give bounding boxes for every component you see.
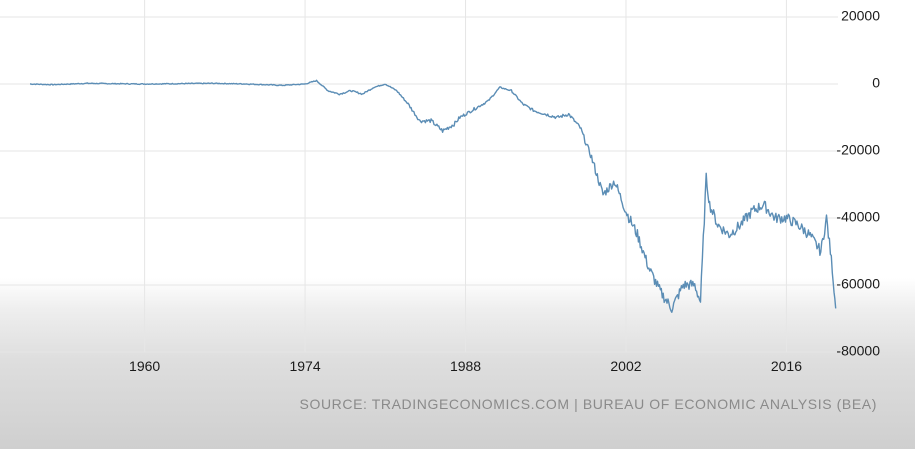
source-attribution: SOURCE: TRADINGECONOMICS.COM | BUREAU OF… xyxy=(299,396,877,412)
y-tick-label: 20000 xyxy=(841,8,880,24)
y-tick-label: -40000 xyxy=(836,209,880,225)
x-tick-label: 1974 xyxy=(289,358,320,374)
x-tick-label: 2002 xyxy=(610,358,641,374)
series-line xyxy=(30,79,837,313)
x-tick-label: 1988 xyxy=(450,358,481,374)
series-layer xyxy=(30,79,837,313)
y-tick-label: 0 xyxy=(872,75,880,91)
y-tick-label: -80000 xyxy=(836,343,880,359)
y-tick-label: -60000 xyxy=(836,276,880,292)
x-gridlines xyxy=(144,0,787,352)
x-axis-labels: 1960 1974 1988 2002 2016 xyxy=(129,358,802,374)
y-axis-labels: 20000 0 -20000 -40000 -60000 -80000 xyxy=(836,8,880,359)
y-gridlines xyxy=(0,16,838,353)
x-tick-label: 2016 xyxy=(771,358,802,374)
y-tick-label: -20000 xyxy=(836,142,880,158)
x-tick-label: 1960 xyxy=(129,358,160,374)
